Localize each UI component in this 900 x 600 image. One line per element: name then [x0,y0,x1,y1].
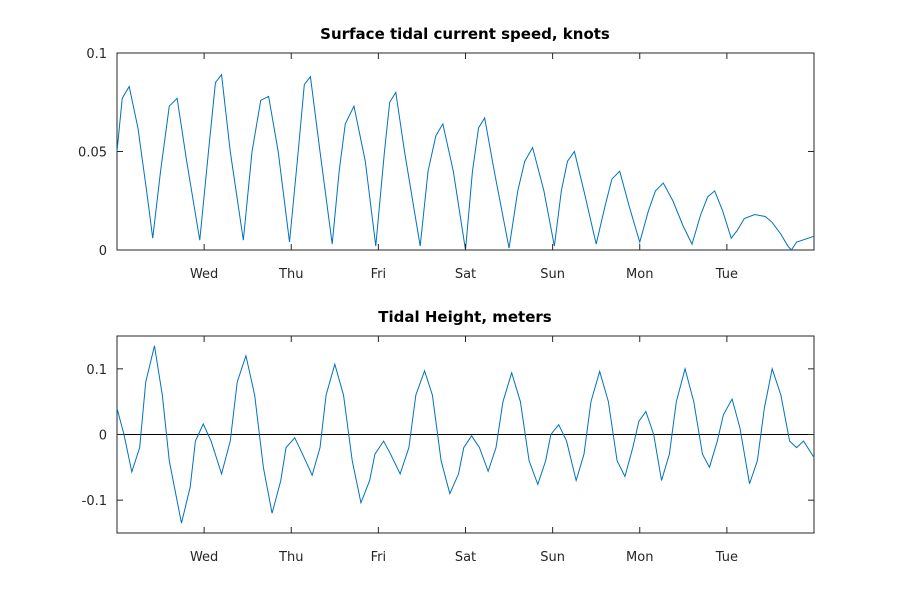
height-x-tick-label: Sat [455,550,476,565]
speed-x-tick-label: Tue [715,267,738,282]
height-y-tick-label: 0.1 [86,363,107,378]
speed-y-tick-label: 0 [99,244,107,259]
speed-y-tick-label: 0.05 [78,146,107,161]
height-x-tick-label: Thu [278,550,303,565]
speed-x-tick-label: Mon [626,267,653,282]
speed-chart: Surface tidal current speed, knots Wed Th… [78,25,815,282]
height-x-tick-label: Mon [626,550,653,565]
speed-x-tick-label: Thu [278,267,303,282]
speed-y-tick-label: 0.1 [86,47,107,62]
speed-series-line [116,73,815,251]
height-x-tick-label: Sun [540,550,565,565]
speed-x-tick-label: Sat [455,267,476,282]
height-chart: Tidal Height, meters Wed Thu Fri Sat Sun Mon T… [82,308,815,565]
speed-plot-box [116,52,815,251]
height-x-tick-label: Wed [190,550,218,565]
speed-x-tick-label: Wed [190,267,218,282]
speed-x-tick-label: Sun [540,267,565,282]
height-series-line [116,345,815,524]
height-y-tick-label: 0 [99,429,107,444]
height-chart-title: Tidal Height, meters [378,308,552,326]
speed-x-tick-label: Fri [371,267,387,282]
height-x-tick-label: Fri [371,550,387,565]
height-y-tick-label: -0.1 [82,494,107,509]
speed-chart-title: Surface tidal current speed, knots [320,25,610,43]
height-x-tick-label: Tue [715,550,738,565]
